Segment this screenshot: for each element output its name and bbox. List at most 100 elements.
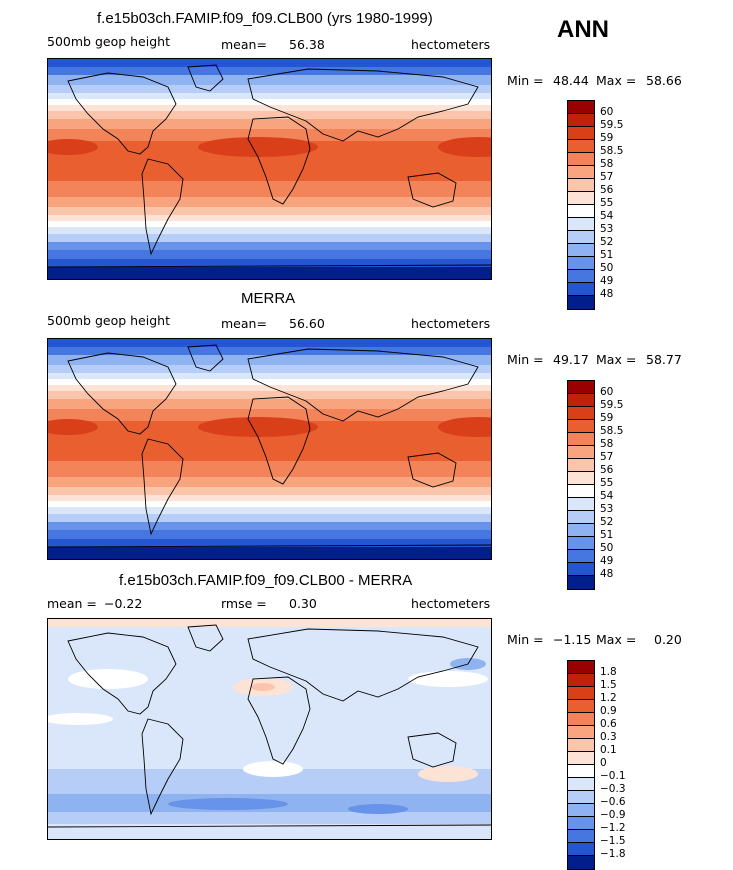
colorbar-tick-label: 0 — [600, 757, 607, 769]
colorbar-swatch — [568, 739, 594, 752]
colorbar-swatch — [568, 179, 594, 192]
panel1-min-label: Min = — [507, 73, 544, 88]
panel3-rmse-label: rmse = — [221, 596, 267, 611]
contour-band — [48, 85, 491, 93]
colorbar-tick-label: 52 — [600, 516, 614, 528]
contour-region — [408, 671, 488, 687]
colorbar-tick-label: −1.2 — [600, 822, 626, 834]
panel3-units: hectometers — [411, 596, 491, 611]
colorbar-tick-label: 48 — [600, 288, 614, 300]
coastline — [247, 396, 311, 485]
colorbar-tick-label: 59.5 — [600, 399, 624, 411]
contour-band — [48, 250, 491, 259]
panel2-map — [47, 338, 492, 560]
coastline — [407, 452, 457, 488]
colorbar-swatch — [568, 700, 594, 713]
colorbar-swatch — [568, 563, 594, 576]
colorbar-tick-label: 56 — [600, 184, 614, 196]
colorbar-tick-label: 54 — [600, 210, 614, 222]
colorbar-swatch — [568, 687, 594, 700]
contour-band — [48, 129, 491, 141]
colorbar-tick-label: 53 — [600, 503, 614, 515]
colorbar-tick-label: 50 — [600, 262, 614, 274]
coastline — [48, 264, 491, 268]
contour-band — [48, 373, 491, 379]
contour-band — [48, 391, 491, 399]
contour-band — [48, 259, 491, 267]
panel1-mean-label: mean= — [221, 37, 267, 52]
contour-region — [168, 798, 288, 810]
coastline — [407, 732, 457, 768]
panel1-units: hectometers — [411, 37, 491, 52]
season-label: ANN — [557, 16, 609, 43]
panel3-min-label: Min = — [507, 632, 544, 647]
colorbar-swatch — [568, 407, 594, 420]
contour-band — [48, 227, 491, 234]
panel1-map-field — [48, 59, 491, 279]
colorbar-swatch — [568, 114, 594, 127]
panel2-mean-value: 56.60 — [289, 316, 325, 331]
colorbar-swatch — [568, 752, 594, 765]
colorbar-swatch — [568, 817, 594, 830]
contour-band — [48, 234, 491, 242]
contour-band — [48, 355, 491, 365]
colorbar-swatch — [568, 192, 594, 205]
panel1-title: f.e15b03ch.FAMIP.f09_f09.CLB00 (yrs 1980… — [97, 10, 433, 27]
colorbar-tick-label: 58 — [600, 438, 614, 450]
colorbar-tick-label: 57 — [600, 171, 614, 183]
contour-region — [243, 761, 303, 777]
panel1-field-label: 500mb geop height — [47, 34, 170, 49]
panel3-max-value: 0.20 — [654, 632, 682, 647]
colorbar-swatch — [568, 778, 594, 791]
panel1-min-value: 48.44 — [553, 73, 589, 88]
colorbar-tick-label: 58 — [600, 158, 614, 170]
coastline — [141, 438, 184, 536]
coastline — [48, 544, 491, 548]
colorbar-tick-label: 56 — [600, 464, 614, 476]
colorbar-tick-label: 0.9 — [600, 705, 617, 717]
colorbar-tick-label: 60 — [600, 386, 614, 398]
colorbar-swatch — [568, 537, 594, 550]
colorbar-swatch — [568, 791, 594, 804]
panel1-map — [47, 58, 492, 280]
coastline — [48, 824, 491, 828]
colorbar-tick-label: 59 — [600, 412, 614, 424]
coastline — [187, 64, 224, 92]
coastline — [67, 352, 177, 435]
contour-band — [48, 105, 491, 111]
contour-band — [48, 207, 491, 215]
panel2-title: MERRA — [241, 290, 296, 307]
contour-region — [48, 419, 98, 435]
contour-band — [48, 487, 491, 495]
contour-region — [251, 683, 275, 691]
coastline — [407, 172, 457, 208]
contour-region — [198, 417, 318, 437]
colorbar-tick-label: 49 — [600, 275, 614, 287]
colorbar-tick-label: 59 — [600, 132, 614, 144]
colorbar-swatch — [568, 472, 594, 485]
colorbar-tick-label: 1.8 — [600, 666, 617, 678]
panel3-min-value: −1.15 — [553, 632, 592, 647]
colorbar-swatch — [568, 433, 594, 446]
panel2-map-field — [48, 339, 491, 559]
contour-band — [48, 477, 491, 487]
colorbar-swatch — [568, 283, 594, 296]
colorbar-tick-label: 52 — [600, 236, 614, 248]
colorbar-swatch — [568, 205, 594, 218]
panel1-colorbar — [567, 100, 595, 310]
colorbar-tick-label: 50 — [600, 542, 614, 554]
colorbar-tick-label: 53 — [600, 223, 614, 235]
contour-band — [48, 119, 491, 129]
panel2-units: hectometers — [411, 316, 491, 331]
contour-band — [48, 812, 491, 824]
coastline — [187, 624, 224, 652]
colorbar-swatch — [568, 127, 594, 140]
colorbar-swatch — [568, 661, 594, 674]
colorbar-tick-label: −0.1 — [600, 770, 626, 782]
contour-band — [48, 507, 491, 514]
colorbar-swatch — [568, 498, 594, 511]
coastline — [67, 72, 177, 155]
contour-region — [48, 139, 98, 155]
colorbar-swatch — [568, 257, 594, 270]
colorbar-tick-label: 51 — [600, 529, 614, 541]
